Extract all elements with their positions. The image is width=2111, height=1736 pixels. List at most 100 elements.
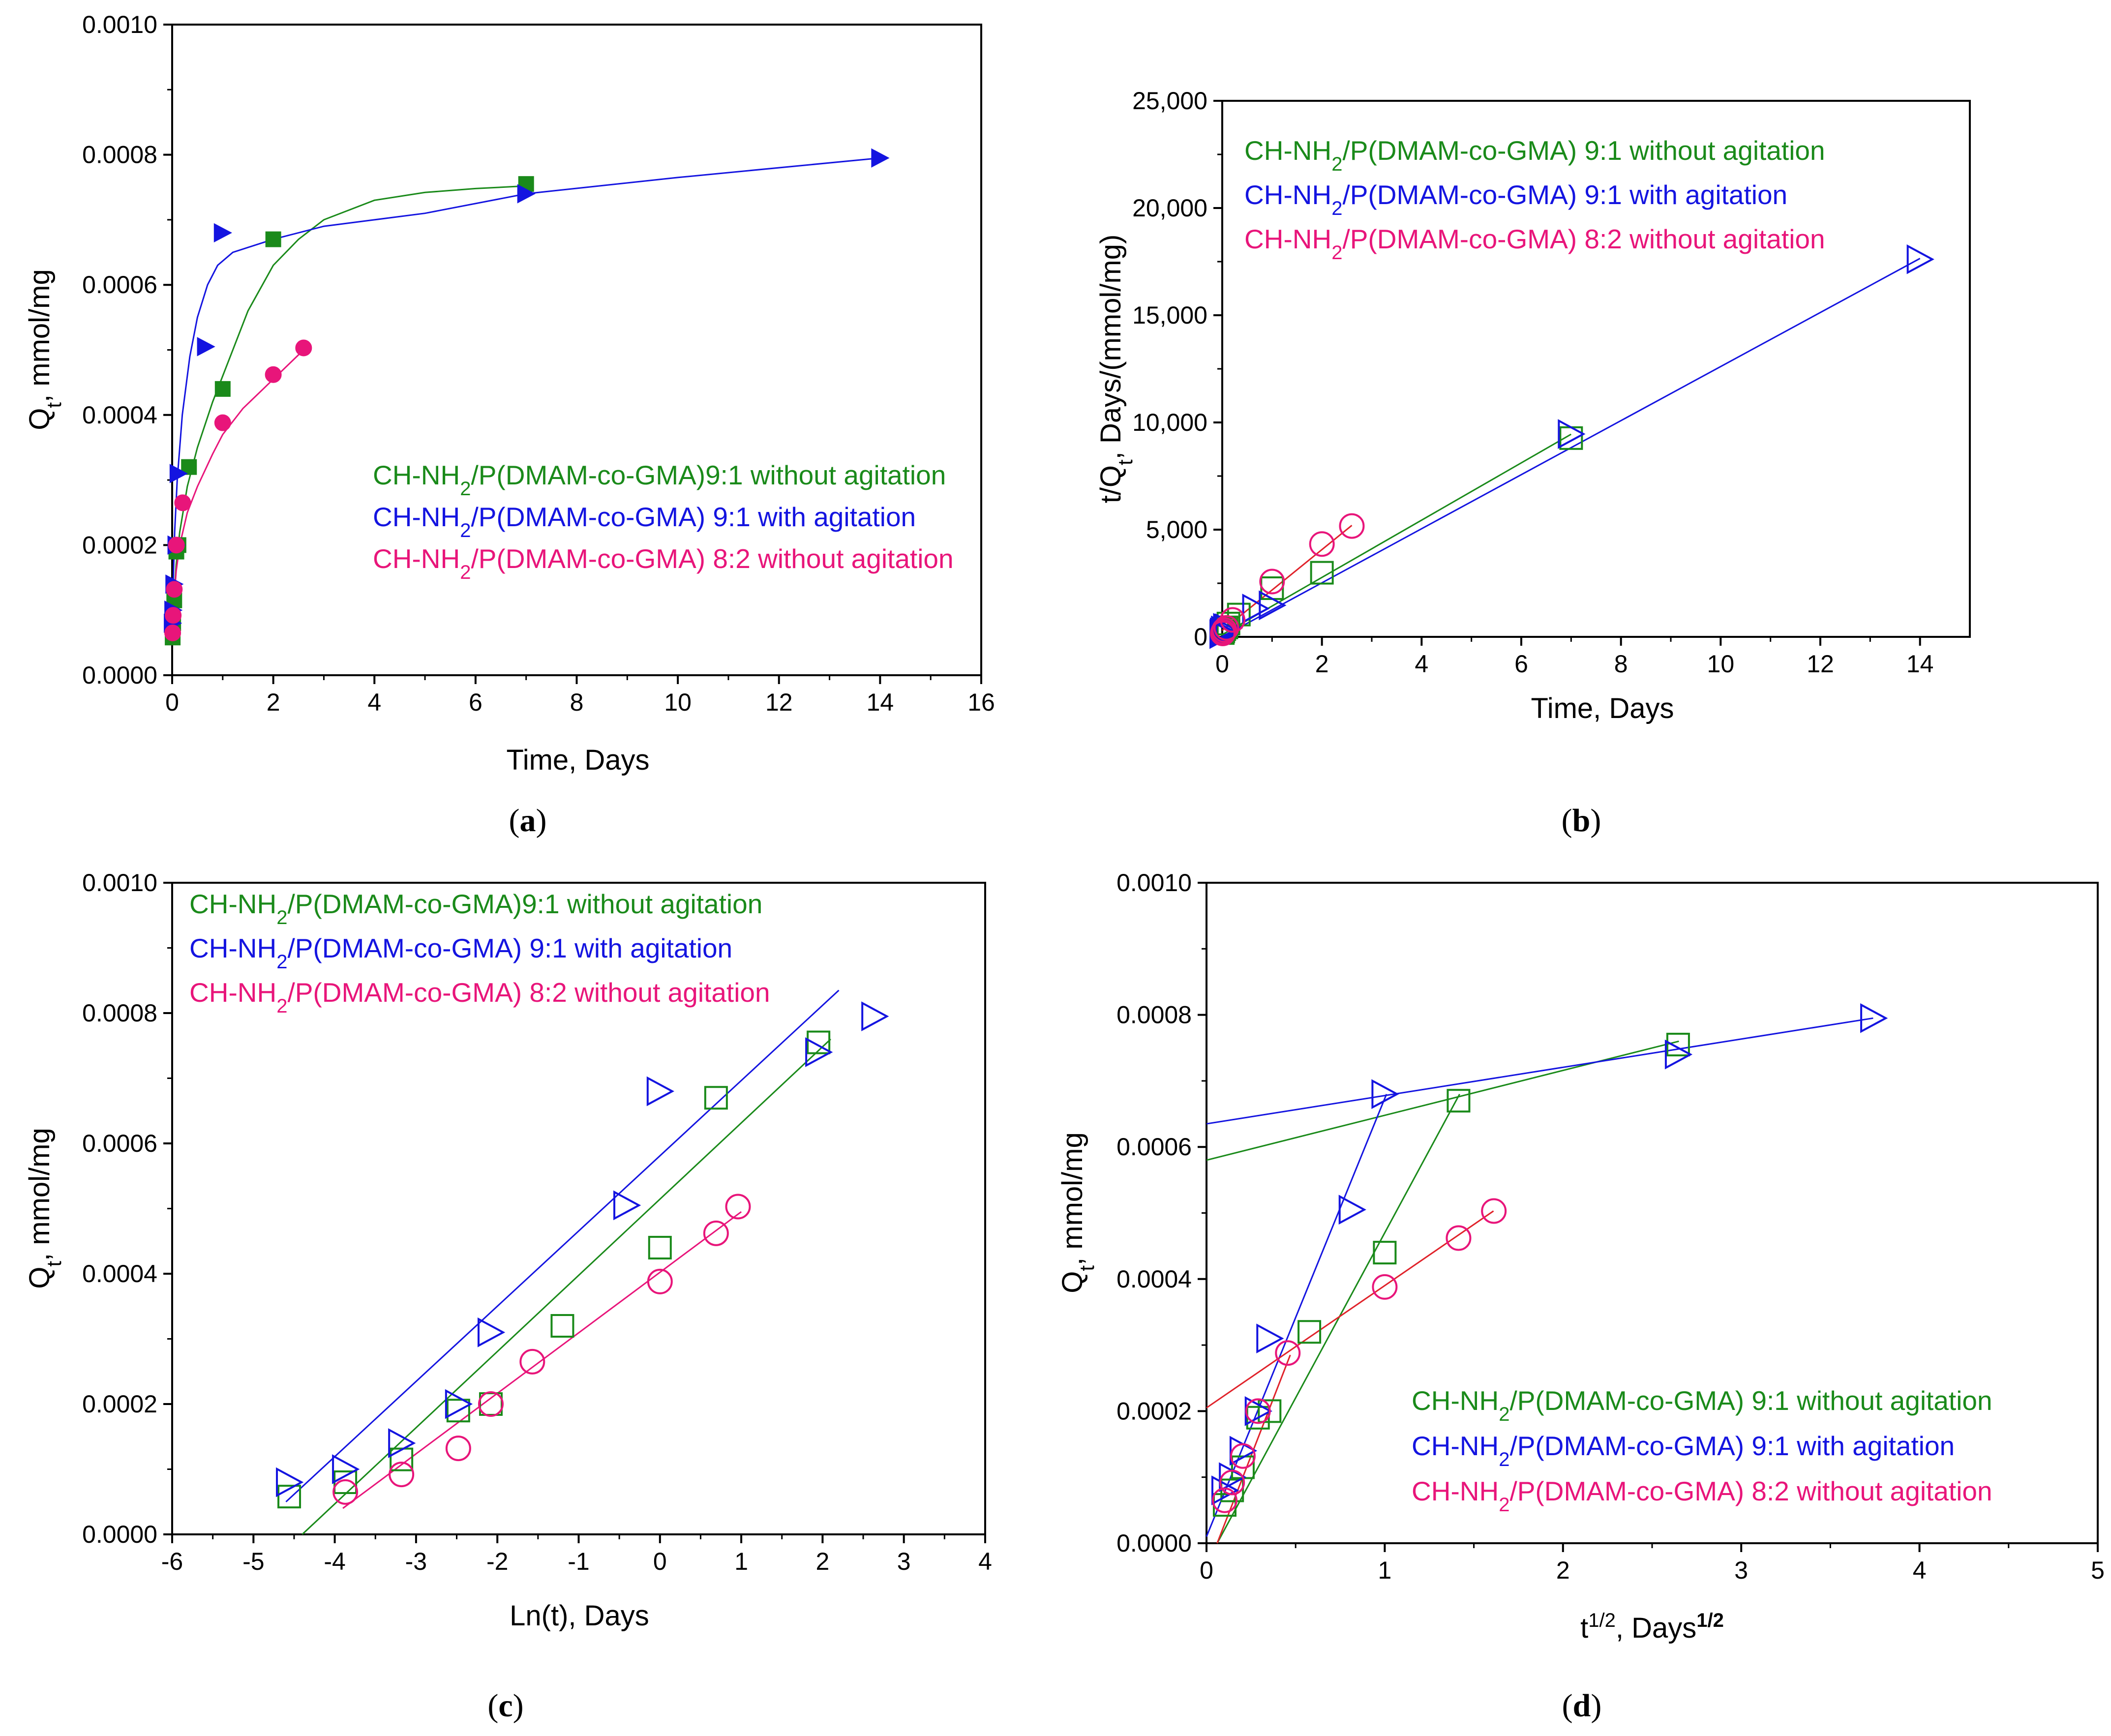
x-tick-label-b: 4 — [1415, 650, 1428, 678]
x-tick-label-c: -3 — [405, 1548, 427, 1575]
data-point-b-blue — [1259, 590, 1287, 621]
data-point-d-green — [1666, 1033, 1690, 1057]
legend-entry-c-blue: CH-NH2/P(DMAM-co-GMA) 9:1 with agitation — [189, 933, 732, 973]
data-point-a-blue — [871, 148, 890, 168]
data-point-c-blue — [477, 1317, 506, 1347]
data-point-a-pink — [166, 581, 183, 598]
x-tick-label-b: 2 — [1315, 650, 1329, 678]
data-point-c-pink — [725, 1194, 751, 1220]
x-tick-label-c: -5 — [242, 1548, 264, 1575]
fit-line-c-pink — [342, 1211, 742, 1509]
data-point-c-green — [704, 1086, 728, 1110]
data-point-c-green — [807, 1030, 831, 1054]
x-tick-label-c: -4 — [324, 1548, 345, 1575]
fit-line-d-green — [1216, 1094, 1460, 1544]
y-tick-label-b: 5,000 — [1146, 516, 1207, 543]
fit-line-b-blue — [1222, 258, 1921, 638]
data-point-d-blue — [1664, 1039, 1693, 1070]
legend-entry-b-pink: CH-NH2/P(DMAM-co-GMA) 8:2 without agitat… — [1244, 224, 1825, 264]
y-tick-label-b: 20,000 — [1132, 194, 1207, 222]
legend-entry-d-green: CH-NH2/P(DMAM-co-GMA) 9:1 without agitat… — [1412, 1385, 1992, 1425]
legend-entry-b-green: CH-NH2/P(DMAM-co-GMA) 9:1 without agitat… — [1244, 135, 1825, 175]
y-tick-label-d: 0.0000 — [1116, 1529, 1192, 1557]
x-tick-label-c: 3 — [897, 1548, 911, 1575]
data-point-a-blue — [197, 337, 215, 357]
data-point-d-green — [1447, 1089, 1471, 1113]
data-point-c-blue — [332, 1454, 360, 1484]
y-tick-label-c: 0.0006 — [82, 1130, 157, 1157]
fit-line-d-blue — [1206, 1094, 1387, 1537]
data-point-d-pink — [1446, 1225, 1472, 1251]
data-point-c-blue — [805, 1037, 833, 1067]
data-point-d-green — [1258, 1399, 1282, 1423]
data-point-c-green — [648, 1236, 672, 1259]
data-point-a-pink — [165, 607, 182, 624]
data-point-b-pink — [1259, 569, 1285, 595]
panel-a-chart: 0 2 4 6 8 10 12 14 16 0.0000 0.0002 0.0004 0.0006 0.0… — [24, 11, 995, 838]
data-point-d-green — [1297, 1320, 1322, 1344]
data-point-c-pink — [332, 1479, 359, 1505]
y-axis-label-c: Qt, mmol/mg — [24, 1128, 65, 1288]
y-tick-label-c: 0.0000 — [82, 1521, 157, 1548]
x-tick-label-c: 0 — [653, 1548, 667, 1575]
x-axis-label-b: Time, Days — [1531, 692, 1674, 724]
x-tick-label-d: 2 — [1556, 1556, 1570, 1584]
data-point-c-blue — [861, 1001, 889, 1031]
data-point-c-pink — [647, 1268, 673, 1294]
y-tick-label-d: 0.0010 — [1116, 869, 1192, 897]
panel-label-a: (a) — [509, 803, 547, 838]
data-point-d-pink — [1245, 1398, 1271, 1424]
data-point-b-blue — [1558, 419, 1586, 449]
x-tick-label-a: 6 — [469, 688, 483, 716]
x-tick-label-d: 1 — [1378, 1556, 1391, 1584]
data-point-a-blue — [213, 223, 232, 243]
data-point-b-pink — [1211, 617, 1237, 643]
data-point-b-pink — [1213, 615, 1239, 641]
x-tick-label-c: -6 — [161, 1548, 183, 1575]
y-tick-label-b: 10,000 — [1132, 409, 1207, 436]
x-tick-label-d: 0 — [1200, 1556, 1213, 1584]
panel-label-c: (c) — [487, 1688, 523, 1724]
x-tick-label-c: 2 — [815, 1548, 829, 1575]
x-tick-label-a: 12 — [765, 688, 793, 716]
data-point-d-blue — [1256, 1323, 1284, 1354]
data-point-d-blue — [1860, 1003, 1888, 1033]
x-axis-label-a: Time, Days — [506, 744, 649, 776]
data-point-c-blue — [276, 1467, 304, 1497]
panel-label-b: (b) — [1562, 803, 1601, 838]
data-point-c-pink — [519, 1348, 545, 1375]
data-point-c-blue — [445, 1389, 473, 1419]
y-tick-label-a: 0.0010 — [82, 11, 157, 38]
x-tick-label-d: 4 — [1913, 1556, 1927, 1584]
y-tick-label-a: 0.0000 — [82, 661, 157, 689]
x-tick-label-b: 8 — [1614, 650, 1628, 678]
y-tick-label-c: 0.0010 — [82, 869, 157, 897]
x-axis-label-c: Ln(t), Days — [510, 1600, 649, 1632]
panel-d-chart: 0 1 2 3 4 5 0.0000 0.0002 0.0004 0.0006 0.0008 0.00… — [1056, 869, 2105, 1724]
data-point-d-blue — [1338, 1195, 1366, 1225]
panel-label-d: (d) — [1562, 1688, 1602, 1724]
x-tick-label-b: 12 — [1807, 650, 1834, 678]
data-point-d-pink — [1481, 1198, 1507, 1224]
data-point-d-blue — [1211, 1475, 1239, 1505]
data-point-a-pink — [168, 537, 185, 554]
data-point-c-blue — [388, 1428, 416, 1458]
data-point-c-green — [446, 1399, 470, 1423]
data-point-c-pink — [445, 1436, 471, 1462]
x-tick-label-a: 8 — [570, 688, 584, 716]
data-point-d-green — [1373, 1241, 1397, 1265]
data-point-a-blue — [517, 184, 536, 204]
legend-entry-c-green: CH-NH2/P(DMAM-co-GMA)9:1 without agitati… — [189, 889, 762, 928]
fit-line-d-blue — [1206, 1017, 1873, 1125]
data-point-c-green — [390, 1447, 414, 1471]
data-point-d-pink — [1275, 1340, 1301, 1366]
data-point-c-pink — [703, 1220, 729, 1246]
x-tick-label-c: 1 — [734, 1548, 748, 1575]
legend-entry-a-pink: CH-NH2/P(DMAM-co-GMA) 8:2 without agitat… — [373, 543, 954, 583]
data-point-d-pink — [1219, 1469, 1245, 1496]
data-point-d-pink — [1230, 1443, 1256, 1469]
data-point-a-green — [265, 231, 281, 247]
x-tick-label-a: 2 — [267, 688, 280, 716]
